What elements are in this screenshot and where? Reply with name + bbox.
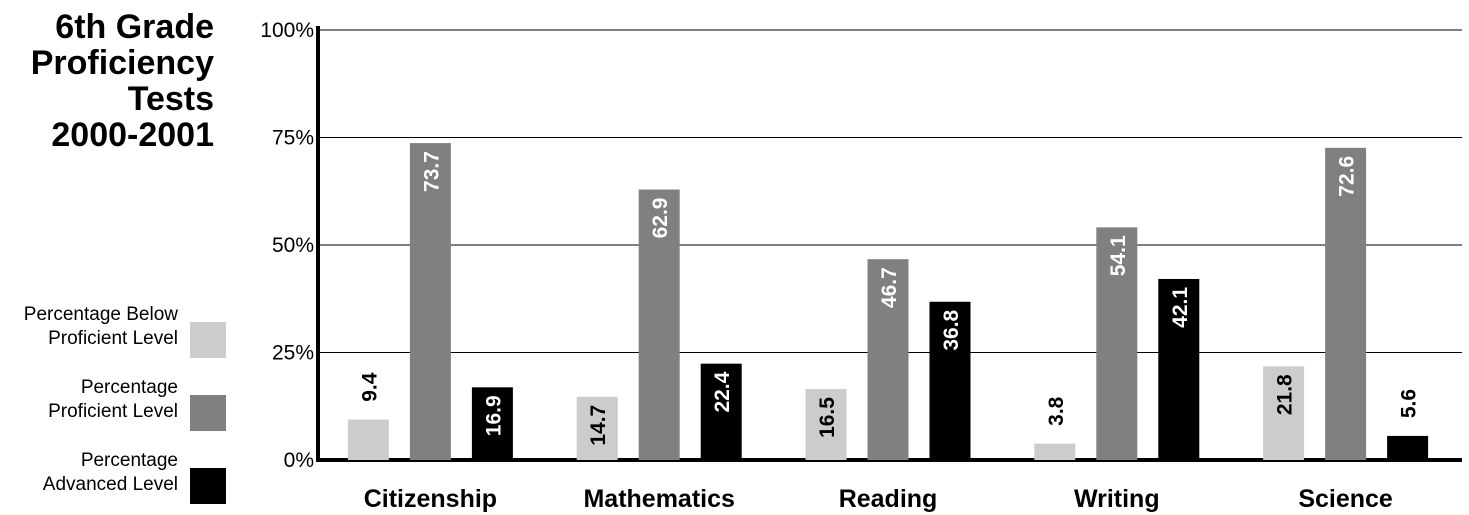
- bar-value-label: 5.6: [1398, 389, 1421, 418]
- bar-value-label: 16.5: [816, 397, 839, 438]
- bar-value-label: 22.4: [711, 371, 734, 412]
- bar-labels: 9.4 73.7 16.9 14.7 62.9 22.4 16.5 46.7 36.8 3.8 54…: [358, 151, 1420, 446]
- legend-label: Proficient Level: [48, 328, 178, 349]
- bar: [638, 189, 680, 460]
- x-category-label: Science: [1298, 485, 1393, 513]
- bar: [1096, 227, 1138, 460]
- bar-value-label: 54.1: [1107, 235, 1130, 276]
- chart-title-line: 6th Grade: [55, 8, 214, 46]
- y-tick-label: 75%: [272, 127, 314, 150]
- bar-value-label: 73.7: [420, 151, 443, 192]
- legend: Percentage Below Proficient Level Percenta…: [24, 304, 226, 504]
- bar: [805, 389, 847, 460]
- legend-label: Proficient Level: [48, 401, 178, 422]
- legend-label: Percentage Below: [24, 304, 178, 325]
- x-category-label: Citizenship: [364, 485, 497, 513]
- chart-title-line: Proficiency: [31, 44, 214, 82]
- legend-swatch: [190, 468, 226, 504]
- bar: [1158, 278, 1200, 460]
- bars: [347, 143, 1429, 460]
- category-labels: Citizenship Mathematics Reading Writing Scie…: [364, 485, 1393, 513]
- bar: [1325, 147, 1367, 460]
- bar: [471, 387, 513, 460]
- legend-label: Advanced Level: [43, 474, 178, 495]
- x-category-label: Writing: [1074, 485, 1160, 513]
- x-category-label: Mathematics: [583, 485, 734, 513]
- legend-swatch: [190, 395, 226, 431]
- bar: [929, 301, 971, 460]
- bar: [700, 363, 742, 460]
- y-tick-label: 0%: [284, 449, 314, 472]
- y-tick-label: 25%: [272, 342, 314, 365]
- bar: [347, 419, 389, 460]
- legend-swatch: [190, 322, 226, 358]
- x-category-label: Reading: [839, 485, 938, 513]
- bar-value-label: 62.9: [649, 198, 672, 239]
- bar: [1263, 366, 1305, 460]
- bar-value-label: 14.7: [587, 405, 610, 446]
- bar-value-label: 3.8: [1045, 396, 1068, 426]
- bar: [576, 396, 618, 460]
- chart-title-line: Tests: [128, 80, 214, 118]
- y-tick-label: 100%: [260, 19, 314, 42]
- bar-value-label: 42.1: [1169, 287, 1192, 328]
- bar-value-label: 16.9: [482, 395, 505, 436]
- legend-label: Percentage: [81, 450, 178, 471]
- bar-value-label: 72.6: [1336, 156, 1359, 197]
- bar: [1034, 443, 1076, 460]
- bar: [409, 143, 451, 460]
- bar-value-label: 21.8: [1274, 374, 1297, 415]
- bar: [867, 259, 909, 460]
- bar: [1387, 435, 1429, 460]
- bar-value-label: 36.8: [940, 309, 963, 350]
- bar-value-label: 9.4: [358, 372, 381, 402]
- chart-title-line: 2000-2001: [51, 116, 214, 154]
- legend-label: Percentage: [81, 377, 178, 398]
- y-tick-label: 50%: [272, 234, 314, 257]
- bar-value-label: 46.7: [878, 267, 901, 308]
